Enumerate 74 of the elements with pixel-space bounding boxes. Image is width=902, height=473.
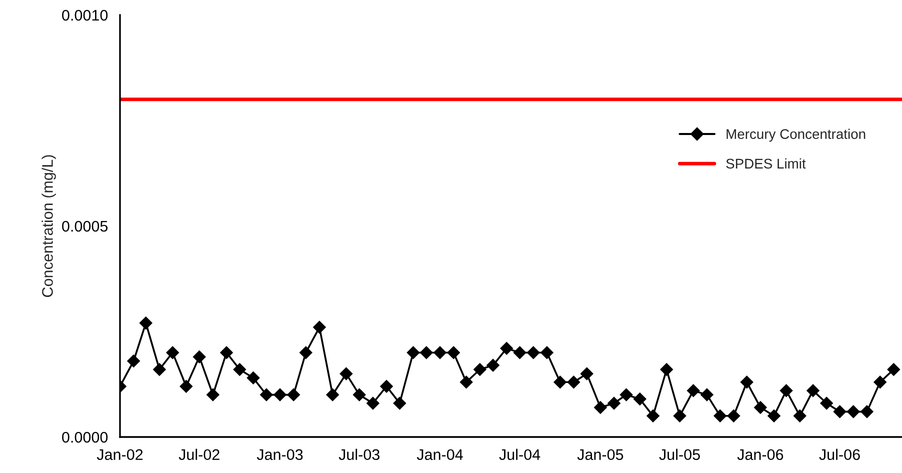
point	[727, 409, 740, 422]
legend-label: Mercury Concentration	[726, 128, 866, 142]
point	[714, 409, 726, 422]
x-tick-label: Jan-06	[737, 449, 784, 460]
point	[673, 409, 686, 422]
point	[366, 396, 380, 410]
y-tick-label: 0.0000	[62, 432, 108, 443]
point	[608, 396, 620, 410]
point	[473, 363, 486, 376]
point	[153, 363, 166, 376]
point	[326, 388, 340, 402]
point	[260, 388, 273, 402]
x-tick-label: Jul-03	[338, 448, 380, 460]
point	[380, 380, 393, 393]
point	[768, 409, 780, 422]
x-tick-label: Jan-02	[96, 449, 143, 460]
point	[633, 392, 646, 406]
point	[486, 358, 500, 372]
point	[580, 367, 594, 380]
point	[313, 320, 326, 334]
point	[420, 346, 433, 360]
point	[833, 405, 846, 418]
point	[846, 405, 860, 418]
point	[127, 354, 140, 368]
point	[740, 376, 754, 389]
point	[434, 346, 446, 360]
point	[393, 396, 406, 410]
point	[220, 346, 233, 360]
point	[660, 363, 674, 376]
point	[554, 376, 567, 389]
point	[567, 376, 580, 389]
point	[780, 384, 793, 397]
y-axis-title: Concentration (mg/L)	[42, 155, 56, 297]
point	[206, 388, 220, 402]
point	[887, 363, 900, 376]
point	[447, 346, 460, 360]
y-tick-label: 0.0010	[62, 10, 108, 21]
point	[233, 363, 246, 376]
point	[139, 316, 152, 330]
x-tick-label: Jan-03	[256, 449, 303, 460]
point	[352, 388, 366, 402]
point	[287, 388, 300, 402]
x-tick-label: Jan-05	[577, 449, 624, 460]
point	[820, 396, 834, 410]
point	[340, 367, 353, 380]
point	[192, 350, 206, 364]
point	[274, 388, 286, 402]
point	[246, 372, 260, 384]
point	[793, 409, 806, 422]
y-tick-label: 0.0005	[62, 220, 108, 232]
point	[406, 346, 420, 360]
point	[299, 346, 312, 360]
point	[460, 376, 473, 389]
point	[646, 409, 660, 422]
point	[754, 401, 767, 414]
point	[166, 346, 180, 360]
x-tick-label: Jul-05	[659, 448, 700, 460]
point	[700, 388, 714, 402]
point	[860, 405, 874, 418]
x-tick-label: Jul-06	[819, 448, 860, 460]
point	[620, 388, 633, 402]
x-tick-label: Jul-04	[499, 448, 540, 460]
point	[874, 376, 886, 389]
point	[594, 401, 607, 414]
point	[806, 384, 820, 397]
point	[540, 346, 554, 360]
point	[513, 346, 526, 360]
legend-label: SPDES Limit	[726, 158, 806, 169]
point	[180, 380, 193, 393]
point	[526, 346, 540, 360]
point	[500, 342, 514, 355]
x-tick-label: Jul-02	[178, 448, 220, 460]
point	[686, 384, 700, 397]
x-tick-label: Jan-04	[416, 449, 463, 460]
